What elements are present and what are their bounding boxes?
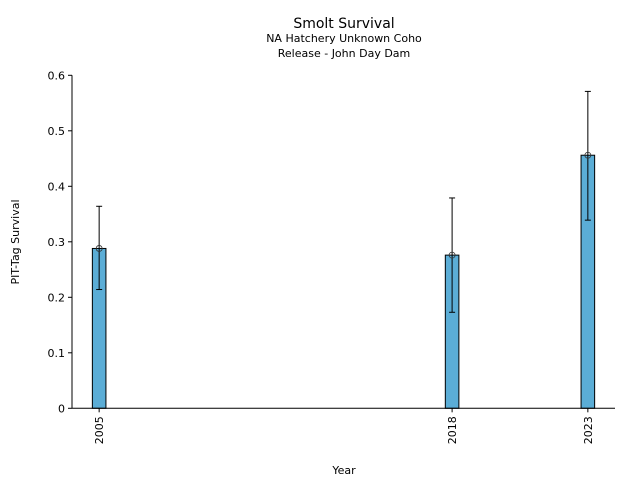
y-tick-label-0.2: 0.2: [48, 291, 66, 304]
y-tick-label-0.5: 0.5: [48, 125, 66, 138]
y-tick-label-0.4: 0.4: [48, 180, 66, 193]
chart-subtitle-1: NA Hatchery Unknown Coho: [266, 32, 422, 45]
point-marker-2018: [448, 251, 456, 259]
chart-subtitle-2: Release - John Day Dam: [278, 47, 411, 60]
y-tick-label-0.1: 0.1: [48, 347, 66, 360]
x-tick-label-2018: 2018: [446, 416, 459, 444]
chart-title: Smolt Survival: [293, 16, 394, 32]
y-axis-label: PIT-Tag Survival: [9, 199, 22, 284]
point-marker-2005: [95, 245, 103, 252]
x-tick-label-2023: 2023: [582, 416, 595, 444]
x-tick-label-2005: 2005: [93, 416, 106, 444]
x-axis-label: Year: [331, 464, 356, 477]
y-tick-label-0.6: 0.6: [48, 69, 66, 82]
point-marker-2023: [584, 151, 592, 159]
y-tick-label-0: 0: [58, 402, 65, 415]
y-tick-label-0.3: 0.3: [48, 236, 66, 249]
